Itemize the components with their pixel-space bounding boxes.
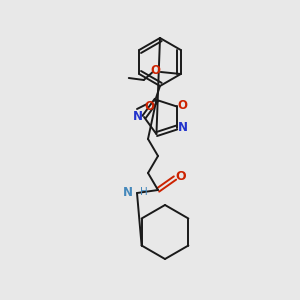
Text: O: O [144, 100, 154, 112]
Text: O: O [151, 64, 161, 77]
Text: N: N [178, 121, 188, 134]
Text: O: O [178, 99, 188, 112]
Text: N: N [123, 185, 133, 199]
Text: H: H [140, 187, 148, 197]
Text: N: N [133, 110, 143, 124]
Text: O: O [176, 170, 186, 184]
